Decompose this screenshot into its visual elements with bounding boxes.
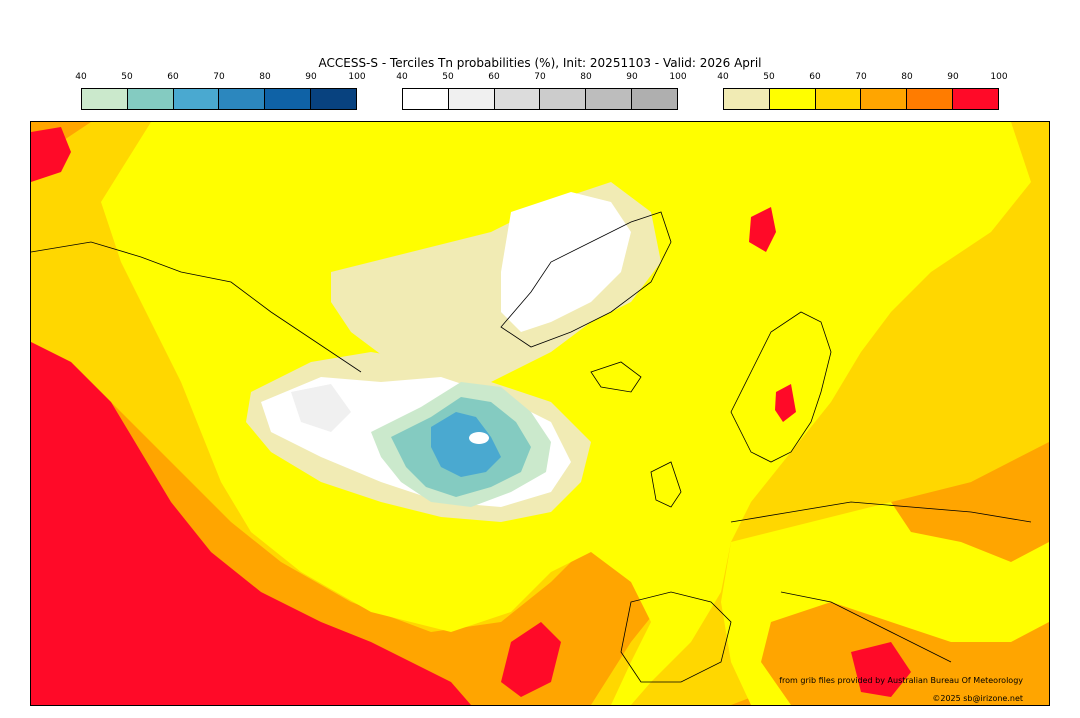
- legend-tick-label: 40: [717, 72, 729, 82]
- legend-tick-label: 80: [259, 72, 271, 82]
- region-above-90-norway-sea: [749, 207, 776, 252]
- region-above-70-southeast: [891, 442, 1049, 562]
- legend-tick-label: 60: [809, 72, 821, 82]
- legend-tick-label: 60: [488, 72, 500, 82]
- legend-swatch: [953, 89, 998, 109]
- legend-colorbar: [402, 88, 678, 110]
- legend-swatch: [494, 89, 541, 109]
- legend-swatch: [265, 89, 312, 109]
- legend-swatch: [907, 89, 954, 109]
- legend-tick-label: 100: [348, 72, 366, 82]
- region-above-90-mediterranean: [851, 642, 911, 697]
- legend-swatch: [540, 89, 587, 109]
- region-above-90-west-atlantic: [31, 342, 471, 705]
- legend-swatch: [403, 89, 449, 109]
- legend-tick-label: 90: [305, 72, 317, 82]
- legend-swatch: [311, 89, 356, 109]
- legend-tick-label: 90: [626, 72, 638, 82]
- legend-tick-label: 100: [669, 72, 687, 82]
- legend-colorbar: [723, 88, 999, 110]
- legend-swatch: [861, 89, 908, 109]
- map-canvas: [31, 122, 1049, 705]
- region-above-90-north: [31, 127, 71, 182]
- legend-ticks: 40 50 60 70 80 90 100: [396, 72, 686, 86]
- legend-below-normal: 40 50 60 70 80 90 100: [75, 72, 366, 110]
- chart-title: ACCESS-S - Terciles Tn probabilities (%)…: [318, 56, 762, 70]
- legend-tick-label: 40: [75, 72, 87, 82]
- region-above-50: [101, 122, 1031, 705]
- region-above-90-atlantic: [501, 622, 561, 697]
- legend-swatch: [82, 89, 128, 109]
- probability-map: [30, 121, 1050, 706]
- legend-tick-label: 50: [121, 72, 133, 82]
- legend-swatch: [724, 89, 770, 109]
- legend-tick-label: 80: [580, 72, 592, 82]
- region-above-70-balkans: [761, 602, 1049, 705]
- legend-tick-label: 50: [442, 72, 454, 82]
- legend-ticks: 40 50 60 70 80 90 100: [717, 72, 1007, 86]
- legend-tick-label: 70: [213, 72, 225, 82]
- copyright-notice: ©2025 sb@irizone.net: [932, 694, 1023, 703]
- data-source-credit: from grib files provided by Australian B…: [779, 676, 1023, 685]
- legend-swatch: [632, 89, 677, 109]
- legend-tick-label: 90: [947, 72, 959, 82]
- legend-tick-label: 60: [167, 72, 179, 82]
- region-near-normal-pocket: [469, 432, 489, 444]
- legend-swatch: [448, 89, 495, 109]
- region-near-normal: [501, 192, 631, 332]
- legend-tick-label: 100: [990, 72, 1008, 82]
- legend-near-normal: 40 50 60 70 80 90 100: [396, 72, 687, 110]
- legend-colorbar: [81, 88, 357, 110]
- legend-tick-label: 40: [396, 72, 408, 82]
- legend-swatch: [127, 89, 174, 109]
- legend-ticks: 40 50 60 70 80 90 100: [75, 72, 365, 86]
- legend-tick-label: 70: [534, 72, 546, 82]
- legend-swatch: [173, 89, 220, 109]
- region-below-60: [431, 412, 501, 477]
- legend-tick-label: 70: [855, 72, 867, 82]
- region-above-90-sweden: [775, 384, 796, 422]
- legend-tick-label: 50: [763, 72, 775, 82]
- legend-swatch: [219, 89, 266, 109]
- region-near-normal-shade: [291, 384, 351, 432]
- coastlines: [31, 211, 1032, 683]
- legend-swatch: [769, 89, 816, 109]
- legend-swatch: [586, 89, 633, 109]
- legend-tick-label: 80: [901, 72, 913, 82]
- legend-swatch: [815, 89, 862, 109]
- legend-above-normal: 40 50 60 70 80 90 100: [717, 72, 1008, 110]
